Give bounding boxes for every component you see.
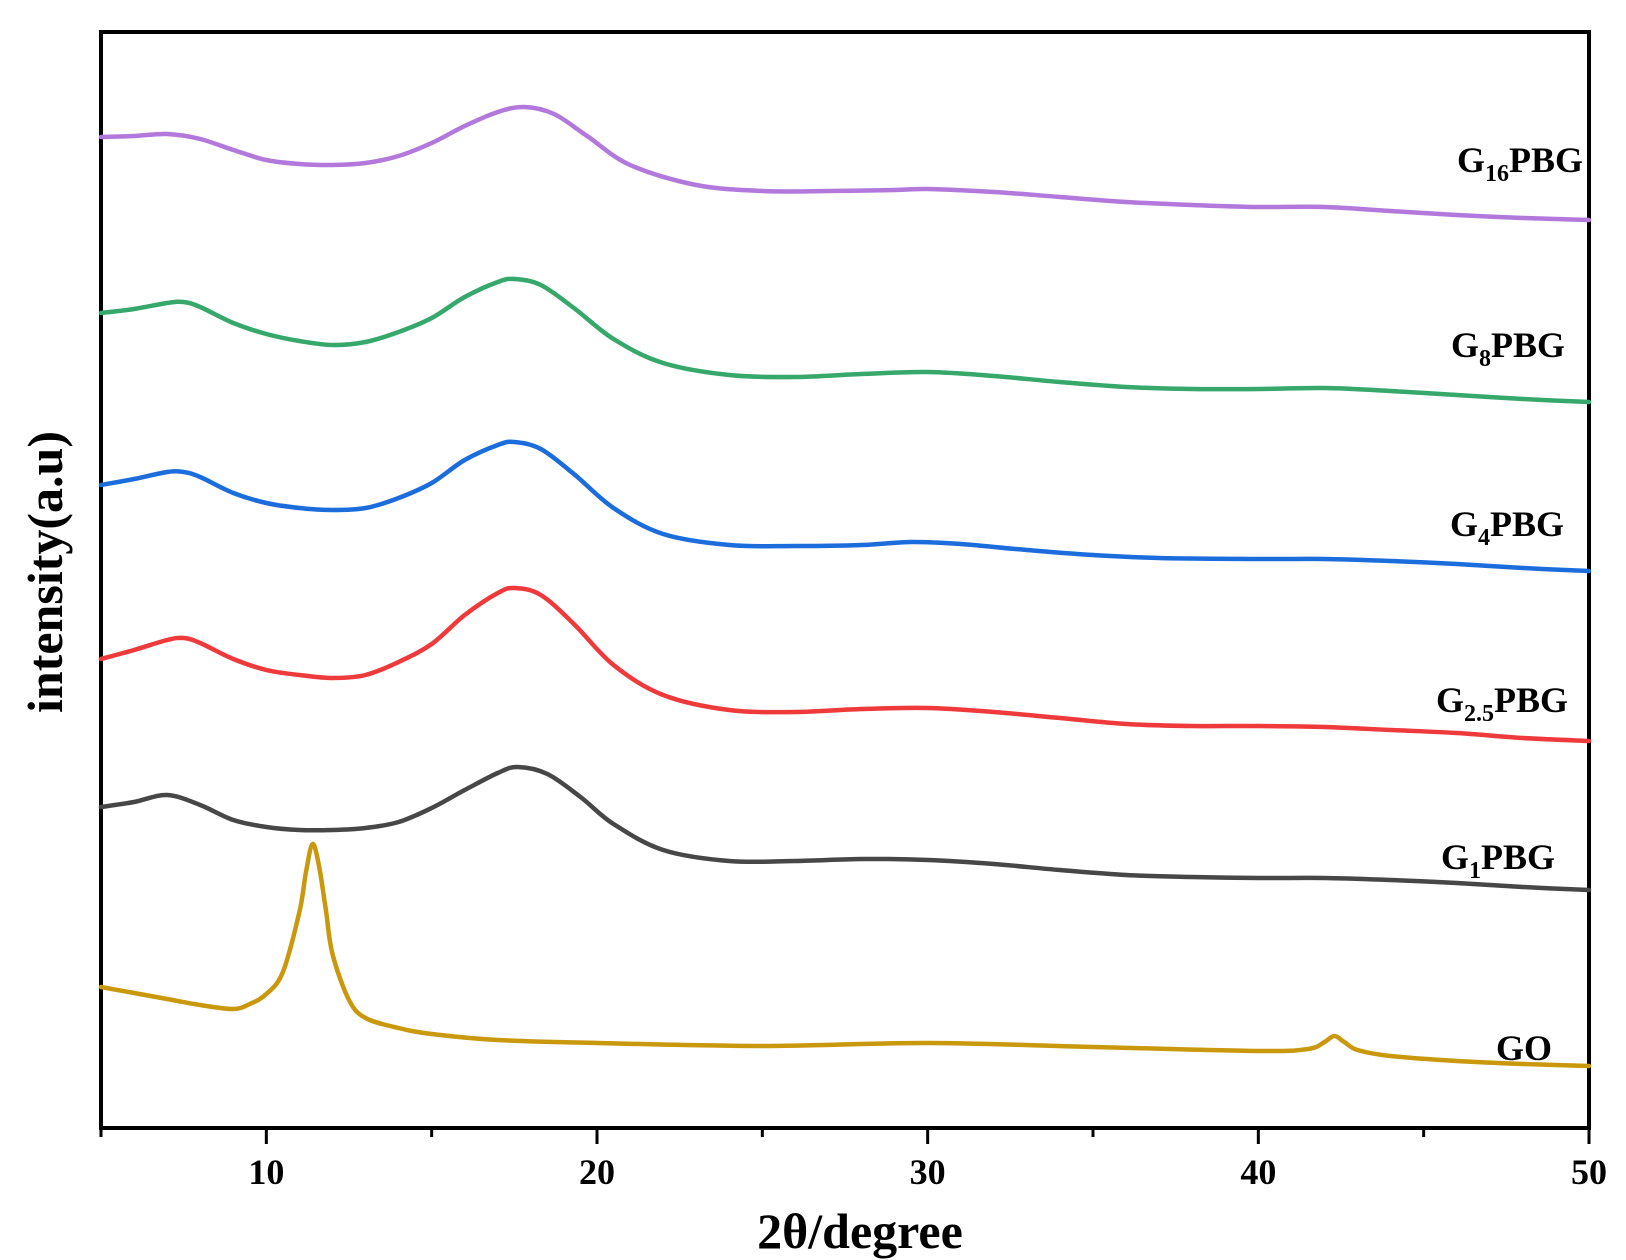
label-subscript: 8: [1479, 346, 1491, 372]
x-tick-label: 10: [248, 1152, 284, 1192]
label-base: G: [1436, 680, 1464, 720]
plot-frame: [99, 30, 1591, 1130]
series-label-g2-5pbg: G2.5PBG: [1436, 680, 1568, 727]
label-rest: O: [1524, 1028, 1552, 1068]
label-subscript: 2.5: [1464, 701, 1494, 727]
series-label-g4pbg: G4PBG: [1450, 504, 1564, 551]
label-base: G: [1441, 837, 1469, 877]
label-subscript: 1: [1469, 858, 1481, 884]
x-tick-label: 50: [1571, 1152, 1607, 1192]
label-rest: PBG: [1509, 140, 1583, 180]
series-line-g1pbg: [98, 764, 1592, 893]
series-line-go: [98, 841, 1592, 1069]
series-label-g1pbg: G1PBG: [1441, 837, 1555, 884]
label-base: G: [1457, 140, 1485, 180]
label-subscript: 16: [1485, 161, 1509, 187]
label-base: G: [1451, 325, 1479, 365]
label-base: G: [1450, 504, 1478, 544]
x-tick-label: 20: [579, 1152, 615, 1192]
series-label-g16pbg: G16PBG: [1457, 140, 1583, 187]
series-line-g16pbg: [98, 104, 1592, 223]
label-base: G: [1496, 1028, 1524, 1068]
label-subscript: 4: [1478, 525, 1490, 551]
series-line-g4pbg: [98, 439, 1592, 574]
label-rest: PBG: [1481, 837, 1555, 877]
label-rest: PBG: [1490, 504, 1564, 544]
y-axis-title: intensity(a.u): [17, 431, 73, 713]
series-line-g2-5pbg: [98, 585, 1592, 744]
x-axis-ticks: 10 20 30 40 50: [99, 1128, 1607, 1192]
series-label-g8pbg: G8PBG: [1451, 325, 1565, 372]
x-tick-label: 40: [1240, 1152, 1276, 1192]
plot-border: [99, 30, 1591, 1130]
label-rest: PBG: [1494, 680, 1568, 720]
x-axis-title: 2θ/degree: [757, 1203, 963, 1259]
series-line-g8pbg: [98, 276, 1592, 405]
series-layer: [98, 104, 1592, 1069]
label-rest: PBG: [1491, 325, 1565, 365]
series-label-go: GO: [1496, 1028, 1552, 1068]
x-tick-label: 30: [910, 1152, 946, 1192]
